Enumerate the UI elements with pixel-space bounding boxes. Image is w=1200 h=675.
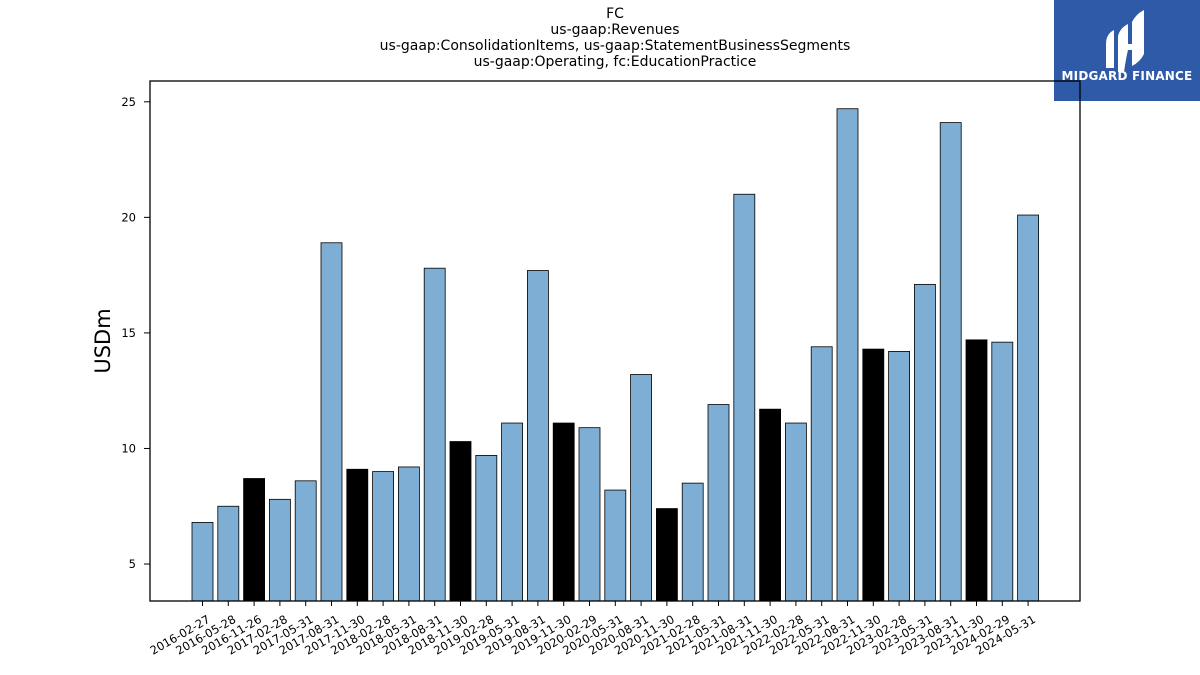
bar-2021-08-31 (733, 193, 756, 602)
chart-title-line: FC (606, 6, 624, 22)
bar-2018-05-31 (397, 466, 420, 602)
bar-2019-11-30 (552, 422, 575, 602)
bar-2018-02-28 (372, 471, 395, 602)
bar-2023-05-31 (914, 283, 936, 602)
midgard-finance-logo: MIDGARD FINANCE (1054, 0, 1200, 101)
bar-2023-02-28 (888, 350, 910, 602)
bar-2020-02-29 (578, 427, 601, 602)
y-tick-label: 5 (129, 557, 136, 571)
bar-2019-02-28 (475, 454, 498, 602)
bar-2019-05-31 (501, 422, 524, 602)
bar-2024-05-31 (1017, 214, 1039, 602)
bar-2022-11-30 (862, 348, 885, 602)
x-axis: 2016-02-272016-05-282016-11-262017-02-28… (148, 601, 1038, 658)
bar-2016-02-27 (191, 522, 214, 602)
bar-2021-05-31 (707, 404, 730, 602)
bar-2022-02-28 (785, 422, 807, 602)
y-tick-label: 10 (121, 441, 136, 455)
bar-2018-08-31 (423, 267, 446, 602)
bar-2016-11-26 (243, 478, 266, 602)
bar-2023-08-31 (939, 122, 962, 602)
y-axis-label: USDm (91, 308, 115, 373)
bar-2020-05-31 (604, 489, 627, 602)
logo-text: MIDGARD FINANCE (1061, 69, 1193, 83)
bar-2017-08-31 (320, 242, 343, 602)
bars-group (191, 108, 1039, 602)
bar-2016-05-28 (217, 505, 240, 602)
chart-title-line: us-gaap:Revenues (550, 22, 680, 38)
y-tick-label: 15 (121, 326, 136, 340)
bar-2020-08-31 (630, 374, 652, 602)
bar-2022-08-31 (836, 108, 859, 602)
bar-2023-11-30 (965, 339, 988, 602)
bar-2022-05-31 (810, 346, 833, 602)
bar-2021-02-28 (681, 482, 704, 602)
bar-2024-02-29 (991, 341, 1014, 602)
chart-title-line: us-gaap:ConsolidationItems, us-gaap:Stat… (379, 38, 851, 54)
y-axis: 5 10 15 20 25 (121, 95, 150, 571)
bar-2021-11-30 (759, 408, 781, 602)
y-tick-label: 20 (121, 210, 136, 224)
bar-2017-02-28 (268, 498, 291, 602)
midgard-logo-icon (1106, 10, 1144, 72)
y-tick-label: 25 (121, 95, 136, 109)
chart-title: FC us-gaap:Revenues us-gaap:Consolidatio… (150, 6, 1080, 70)
bar-2017-05-31 (294, 480, 317, 602)
bar-2019-08-31 (527, 270, 549, 602)
chart-title-line: us-gaap:Operating, fc:EducationPractice (473, 54, 757, 70)
bar-2020-11-30 (656, 508, 678, 602)
bar-2017-11-30 (346, 468, 369, 602)
bar-2018-11-30 (449, 441, 472, 602)
